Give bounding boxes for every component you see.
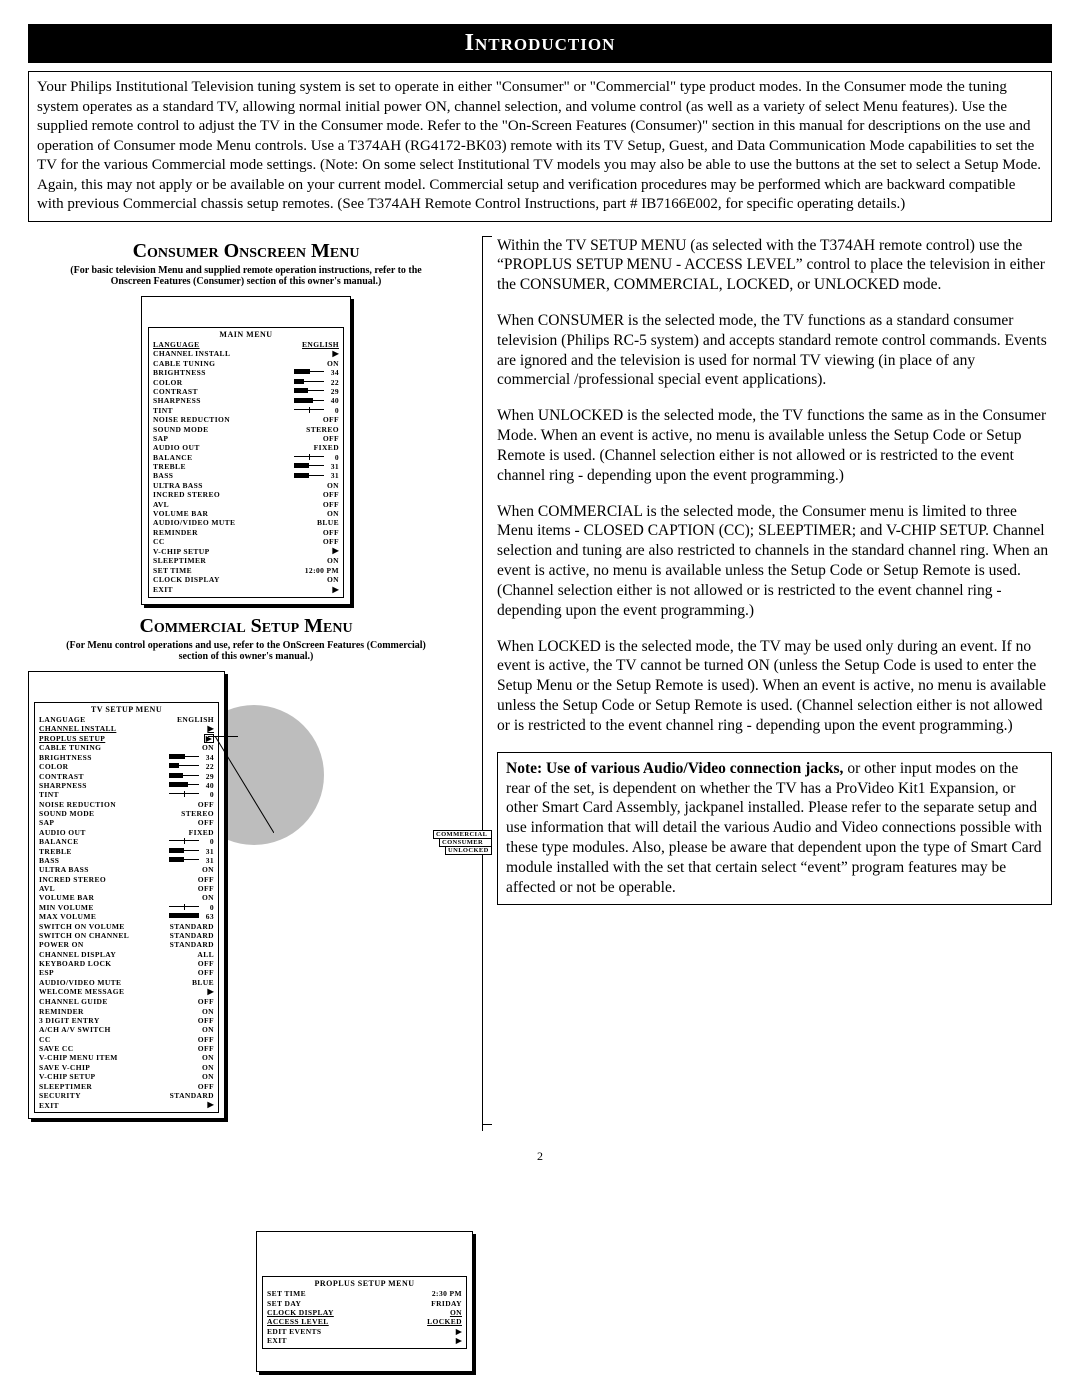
menu-row[interactable]: COLOR22 <box>153 378 339 387</box>
menu-row[interactable]: KEYBOARD LOCKOFF <box>39 959 214 968</box>
tv-setup-menu-title: TV SETUP MENU <box>39 705 214 715</box>
menu-row[interactable]: MIN VOLUME0 <box>39 903 214 912</box>
menu-row[interactable]: SLEEPTIMERON <box>153 556 339 565</box>
menu-row[interactable]: LANGUAGEENGLISH <box>153 340 339 349</box>
note-rest: or other input modes on the rear of the … <box>506 760 1042 896</box>
menu-row[interactable]: BASS31 <box>39 856 214 865</box>
commercial-heading: Commercial Setup Menu <box>28 615 464 638</box>
menu-row[interactable]: V-CHIP SETUPON <box>39 1072 214 1081</box>
commercial-subnote: (For Menu control operations and use, re… <box>56 640 436 663</box>
menu-row[interactable]: A/CH A/V SWITCHON <box>39 1025 214 1034</box>
menu-row[interactable]: TREBLE31 <box>153 462 339 471</box>
access-level-flyout: COMMERCIAL CONSUMER UNLOCKED <box>433 830 492 854</box>
menu-row[interactable]: ESPOFF <box>39 968 214 977</box>
menu-row[interactable]: SLEEPTIMEROFF <box>39 1082 214 1091</box>
menu-row[interactable]: EDIT EVENTS▶ <box>267 1327 462 1336</box>
menu-row[interactable]: NOISE REDUCTIONOFF <box>39 800 214 809</box>
menu-row[interactable]: AUDIO/VIDEO MUTEBLUE <box>153 518 339 527</box>
menu-row[interactable]: SAPOFF <box>153 434 339 443</box>
menu-row[interactable]: TINT0 <box>39 790 214 799</box>
menu-row[interactable]: BALANCE0 <box>39 837 214 846</box>
menu-row[interactable]: BALANCE0 <box>153 453 339 462</box>
menu-row[interactable]: BRIGHTNESS34 <box>153 368 339 377</box>
menu-row[interactable]: LANGUAGEENGLISH <box>39 715 214 724</box>
menu-row[interactable]: AUDIO/VIDEO MUTEBLUE <box>39 978 214 987</box>
menu-row[interactable]: SAPOFF <box>39 818 214 827</box>
menu-row[interactable]: COLOR22 <box>39 762 214 771</box>
menu-row[interactable]: SHARPNESS40 <box>39 781 214 790</box>
flyout-item[interactable]: COMMERCIAL <box>433 830 492 839</box>
menu-row[interactable]: EXIT▶ <box>39 1100 214 1110</box>
menu-row[interactable]: ULTRA BASSON <box>153 481 339 490</box>
menu-row[interactable]: CLOCK DISPLAYON <box>267 1308 462 1317</box>
paragraph: When LOCKED is the selected mode, the TV… <box>497 637 1052 736</box>
menu-row[interactable]: SOUND MODESTEREO <box>39 809 214 818</box>
proplus-menu-title: PROPLUS SETUP MENU <box>267 1279 462 1289</box>
menu-row[interactable]: REMINDERON <box>39 1007 214 1016</box>
menu-row[interactable]: MAX VOLUME63 <box>39 912 214 921</box>
menu-row[interactable]: PROPLUS SETUP▶ <box>39 734 214 744</box>
menu-row[interactable]: SWITCH ON CHANNELSTANDARD <box>39 931 214 940</box>
menu-row[interactable]: SET TIME12:00 PM <box>153 566 339 575</box>
menu-row[interactable]: CHANNEL GUIDEOFF <box>39 997 214 1006</box>
menu-row[interactable]: CABLE TUNINGON <box>153 359 339 368</box>
main-menu-title: MAIN MENU <box>153 330 339 340</box>
menu-row[interactable]: AVLOFF <box>153 500 339 509</box>
menu-row[interactable]: TINT0 <box>153 406 339 415</box>
menu-row[interactable]: CONTRAST29 <box>39 772 214 781</box>
menu-row[interactable]: SWITCH ON VOLUMESTANDARD <box>39 922 214 931</box>
main-menu-box: MAIN MENU LANGUAGEENGLISHCHANNEL INSTALL… <box>141 296 351 605</box>
menu-row[interactable]: INCRED STEREOOFF <box>153 490 339 499</box>
menu-row[interactable]: VOLUME BARON <box>39 893 214 902</box>
menu-row[interactable]: CABLE TUNINGON <box>39 743 214 752</box>
menu-row[interactable]: SOUND MODESTEREO <box>153 425 339 434</box>
proplus-menu-box: PROPLUS SETUP MENU SET TIME2:30 PMSET DA… <box>256 1231 473 1371</box>
menu-row[interactable]: AUDIO OUTFIXED <box>39 828 214 837</box>
paragraph: When COMMERCIAL is the selected mode, th… <box>497 502 1052 621</box>
menu-row[interactable]: AVLOFF <box>39 884 214 893</box>
menu-row[interactable]: AUDIO OUTFIXED <box>153 443 339 452</box>
paragraph: When UNLOCKED is the selected mode, the … <box>497 406 1052 485</box>
tv-setup-menu-box: TV SETUP MENU LANGUAGEENGLISHCHANNEL INS… <box>28 671 225 1120</box>
paragraph: When CONSUMER is the selected mode, the … <box>497 311 1052 390</box>
menu-row[interactable]: CCOFF <box>153 537 339 546</box>
menu-row[interactable]: BASS31 <box>153 471 339 480</box>
note-bold: Note: Use of various Audio/Video connect… <box>506 760 843 777</box>
page-number: 2 <box>28 1149 1052 1164</box>
flyout-item[interactable]: UNLOCKED <box>445 846 492 855</box>
menu-row[interactable]: POWER ONSTANDARD <box>39 940 214 949</box>
consumer-heading: Consumer Onscreen Menu <box>28 240 464 263</box>
menu-row[interactable]: CHANNEL DISPLAYALL <box>39 950 214 959</box>
menu-row[interactable]: 3 DIGIT ENTRYOFF <box>39 1016 214 1025</box>
menu-row[interactable]: WELCOME MESSAGE▶ <box>39 987 214 997</box>
menu-row[interactable]: INCRED STEREOOFF <box>39 875 214 884</box>
menu-row[interactable]: SAVE CCOFF <box>39 1044 214 1053</box>
menu-row[interactable]: CHANNEL INSTALL▶ <box>39 724 214 734</box>
menu-row[interactable]: NOISE REDUCTIONOFF <box>153 415 339 424</box>
menu-row[interactable]: SHARPNESS40 <box>153 396 339 405</box>
paragraph: Within the TV SETUP MENU (as selected wi… <box>497 236 1052 295</box>
menu-row[interactable]: VOLUME BARON <box>153 509 339 518</box>
menu-row[interactable]: ACCESS LEVELLOCKED <box>267 1317 462 1326</box>
intro-box: Your Philips Institutional Television tu… <box>28 71 1052 222</box>
page-title: Introduction <box>28 24 1052 63</box>
menu-row[interactable]: ULTRA BASSON <box>39 865 214 874</box>
menu-row[interactable]: SET TIME2:30 PM <box>267 1289 462 1298</box>
menu-row[interactable]: REMINDEROFF <box>153 528 339 537</box>
menu-row[interactable]: CCOFF <box>39 1035 214 1044</box>
menu-row[interactable]: CONTRAST29 <box>153 387 339 396</box>
note-box: Note: Use of various Audio/Video connect… <box>497 752 1052 905</box>
menu-row[interactable]: CHANNEL INSTALL▶ <box>153 349 339 359</box>
menu-row[interactable]: EXIT▶ <box>153 585 339 595</box>
menu-row[interactable]: SET DAYFRIDAY <box>267 1299 462 1308</box>
menu-row[interactable]: BRIGHTNESS34 <box>39 753 214 762</box>
menu-row[interactable]: TREBLE31 <box>39 847 214 856</box>
menu-row[interactable]: SAVE V-CHIPON <box>39 1063 214 1072</box>
menu-row[interactable]: CLOCK DISPLAYON <box>153 575 339 584</box>
menu-row[interactable]: V-CHIP MENU ITEMON <box>39 1053 214 1062</box>
consumer-subnote: (For basic television Menu and supplied … <box>56 265 436 288</box>
menu-row[interactable]: SECURITYSTANDARD <box>39 1091 214 1100</box>
menu-row[interactable]: EXIT▶ <box>267 1336 462 1345</box>
menu-row[interactable]: V-CHIP SETUP▶ <box>153 546 339 556</box>
